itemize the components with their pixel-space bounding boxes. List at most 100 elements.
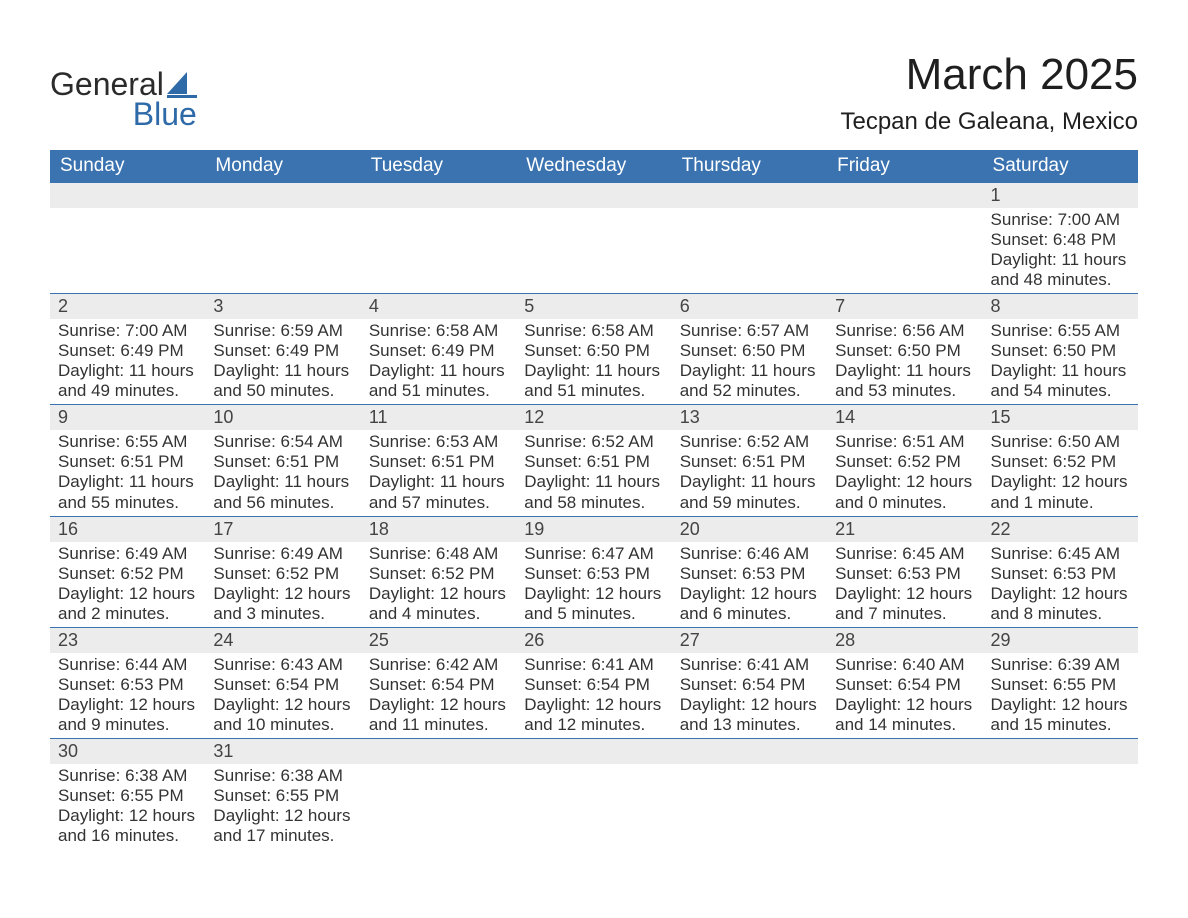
daylight-text: Daylight: 11 hours — [369, 361, 508, 381]
sunrise-text: Sunrise: 6:42 AM — [369, 655, 508, 675]
sunrise-text: Sunrise: 6:45 AM — [991, 544, 1130, 564]
sunset-text: Sunset: 6:52 PM — [213, 564, 352, 584]
weekday-header: Friday — [827, 150, 982, 183]
weekday-header: Wednesday — [516, 150, 671, 183]
day-number-cell: 7 — [827, 294, 982, 320]
day-details-cell: Sunrise: 6:38 AMSunset: 6:55 PMDaylight:… — [50, 764, 205, 849]
daylight-text: and 56 minutes. — [213, 493, 352, 513]
day-details-cell: Sunrise: 6:42 AMSunset: 6:54 PMDaylight:… — [361, 653, 516, 739]
day-number-cell: 6 — [672, 294, 827, 320]
sunset-text: Sunset: 6:54 PM — [524, 675, 663, 695]
day-number-cell — [827, 183, 982, 208]
day-details-cell: Sunrise: 6:50 AMSunset: 6:52 PMDaylight:… — [983, 430, 1138, 516]
sunrise-text: Sunrise: 6:39 AM — [991, 655, 1130, 675]
sunset-text: Sunset: 6:52 PM — [835, 452, 974, 472]
sunset-text: Sunset: 6:53 PM — [524, 564, 663, 584]
day-number-cell: 26 — [516, 627, 671, 653]
daylight-text: and 13 minutes. — [680, 715, 819, 735]
day-number-row: 23242526272829 — [50, 627, 1138, 653]
sunrise-text: Sunrise: 6:48 AM — [369, 544, 508, 564]
daylight-text: and 9 minutes. — [58, 715, 197, 735]
day-details-row: Sunrise: 7:00 AMSunset: 6:49 PM Daylight:… — [50, 319, 1138, 405]
daylight-text: and 49 minutes. — [58, 381, 197, 401]
day-number-cell: 18 — [361, 516, 516, 542]
sunrise-text: Sunrise: 6:43 AM — [213, 655, 352, 675]
logo-text-blue: Blue — [133, 96, 197, 133]
day-details-cell: Sunrise: 7:00 AMSunset: 6:48 PMDaylight:… — [983, 208, 1138, 294]
weekday-header: Saturday — [983, 150, 1138, 183]
daylight-text: Daylight: 12 hours — [213, 806, 352, 826]
sunset-text: Sunset: 6:49 PM — [58, 341, 197, 361]
day-details-row: Sunrise: 6:44 AMSunset: 6:53 PMDaylight:… — [50, 653, 1138, 739]
day-number-cell — [516, 738, 671, 764]
weekday-header: Monday — [205, 150, 360, 183]
sunset-text: Sunset: 6:51 PM — [213, 452, 352, 472]
daylight-text: and 51 minutes. — [369, 381, 508, 401]
day-details-cell — [50, 208, 205, 294]
day-number-cell — [361, 738, 516, 764]
daylight-text: and 3 minutes. — [213, 604, 352, 624]
daylight-text: Daylight: 11 hours — [680, 361, 819, 381]
daylight-text: Daylight: 12 hours — [58, 584, 197, 604]
daylight-text: Daylight: 12 hours — [369, 584, 508, 604]
daylight-text: Daylight: 11 hours — [213, 472, 352, 492]
daylight-text: Daylight: 12 hours — [991, 695, 1130, 715]
daylight-text: Daylight: 12 hours — [835, 695, 974, 715]
sunset-text: Sunset: 6:55 PM — [213, 786, 352, 806]
sunrise-text: Sunrise: 6:45 AM — [835, 544, 974, 564]
day-details-cell: Sunrise: 6:44 AMSunset: 6:53 PMDaylight:… — [50, 653, 205, 739]
sunset-text: Sunset: 6:50 PM — [991, 341, 1130, 361]
daylight-text: and 7 minutes. — [835, 604, 974, 624]
day-details-cell: Sunrise: 7:00 AMSunset: 6:49 PMDaylight:… — [50, 319, 205, 405]
day-number-cell — [205, 183, 360, 208]
day-number-cell: 25 — [361, 627, 516, 653]
daylight-text: Daylight: 11 hours — [835, 361, 974, 381]
weekday-header-row: Sunday Monday Tuesday Wednesday Thursday… — [50, 150, 1138, 183]
sunrise-text: Sunrise: 6:50 AM — [991, 432, 1130, 452]
day-number-cell: 13 — [672, 405, 827, 431]
page: General Blue March 2025 Tecpan de Galean… — [0, 0, 1188, 918]
sunrise-text: Sunrise: 6:59 AM — [213, 321, 352, 341]
day-number-row: 16171819202122 — [50, 516, 1138, 542]
day-details-cell: Sunrise: 6:49 AMSunset: 6:52 PMDaylight:… — [205, 542, 360, 628]
day-details-row: Sunrise: 6:38 AMSunset: 6:55 PMDaylight:… — [50, 764, 1138, 849]
day-number-cell — [516, 183, 671, 208]
daylight-text: and 12 minutes. — [524, 715, 663, 735]
day-number-row: 3031 — [50, 738, 1138, 764]
day-details-cell — [205, 208, 360, 294]
day-details-cell: Sunrise: 6:52 AMSunset: 6:51 PMDaylight:… — [516, 430, 671, 516]
daylight-text: and 0 minutes. — [835, 493, 974, 513]
daylight-text: and 58 minutes. — [524, 493, 663, 513]
sunset-text: Sunset: 6:53 PM — [58, 675, 197, 695]
sunset-text: Sunset: 6:54 PM — [213, 675, 352, 695]
sunrise-text: Sunrise: 7:00 AM — [58, 321, 197, 341]
day-number-cell — [672, 738, 827, 764]
day-details-cell: Sunrise: 6:38 AMSunset: 6:55 PMDaylight:… — [205, 764, 360, 849]
daylight-text: Daylight: 11 hours — [213, 361, 352, 381]
day-details-cell — [983, 764, 1138, 849]
sunset-text: Sunset: 6:52 PM — [991, 452, 1130, 472]
sunset-text: Sunset: 6:54 PM — [835, 675, 974, 695]
sunrise-text: Sunrise: 6:58 AM — [524, 321, 663, 341]
day-details-cell: Sunrise: 6:40 AMSunset: 6:54 PMDaylight:… — [827, 653, 982, 739]
daylight-text: Daylight: 12 hours — [680, 695, 819, 715]
day-details-cell: Sunrise: 6:51 AMSunset: 6:52 PMDaylight:… — [827, 430, 982, 516]
day-details-cell: Sunrise: 6:45 AMSunset: 6:53 PMDaylight:… — [983, 542, 1138, 628]
sunset-text: Sunset: 6:52 PM — [58, 564, 197, 584]
day-details-cell: Sunrise: 6:55 AMSunset: 6:51 PMDaylight:… — [50, 430, 205, 516]
daylight-text: Daylight: 11 hours — [58, 472, 197, 492]
daylight-text: Daylight: 12 hours — [524, 584, 663, 604]
sunset-text: Sunset: 6:53 PM — [835, 564, 974, 584]
day-number-cell: 10 — [205, 405, 360, 431]
sunset-text: Sunset: 6:51 PM — [369, 452, 508, 472]
sunset-text: Sunset: 6:52 PM — [369, 564, 508, 584]
sunrise-text: Sunrise: 6:41 AM — [680, 655, 819, 675]
daylight-text: Daylight: 12 hours — [991, 584, 1130, 604]
daylight-text: Daylight: 11 hours — [524, 472, 663, 492]
daylight-text: Daylight: 11 hours — [369, 472, 508, 492]
sunset-text: Sunset: 6:50 PM — [524, 341, 663, 361]
day-number-cell: 29 — [983, 627, 1138, 653]
sunrise-text: Sunrise: 6:58 AM — [369, 321, 508, 341]
sunset-text: Sunset: 6:55 PM — [58, 786, 197, 806]
sunset-text: Sunset: 6:51 PM — [524, 452, 663, 472]
